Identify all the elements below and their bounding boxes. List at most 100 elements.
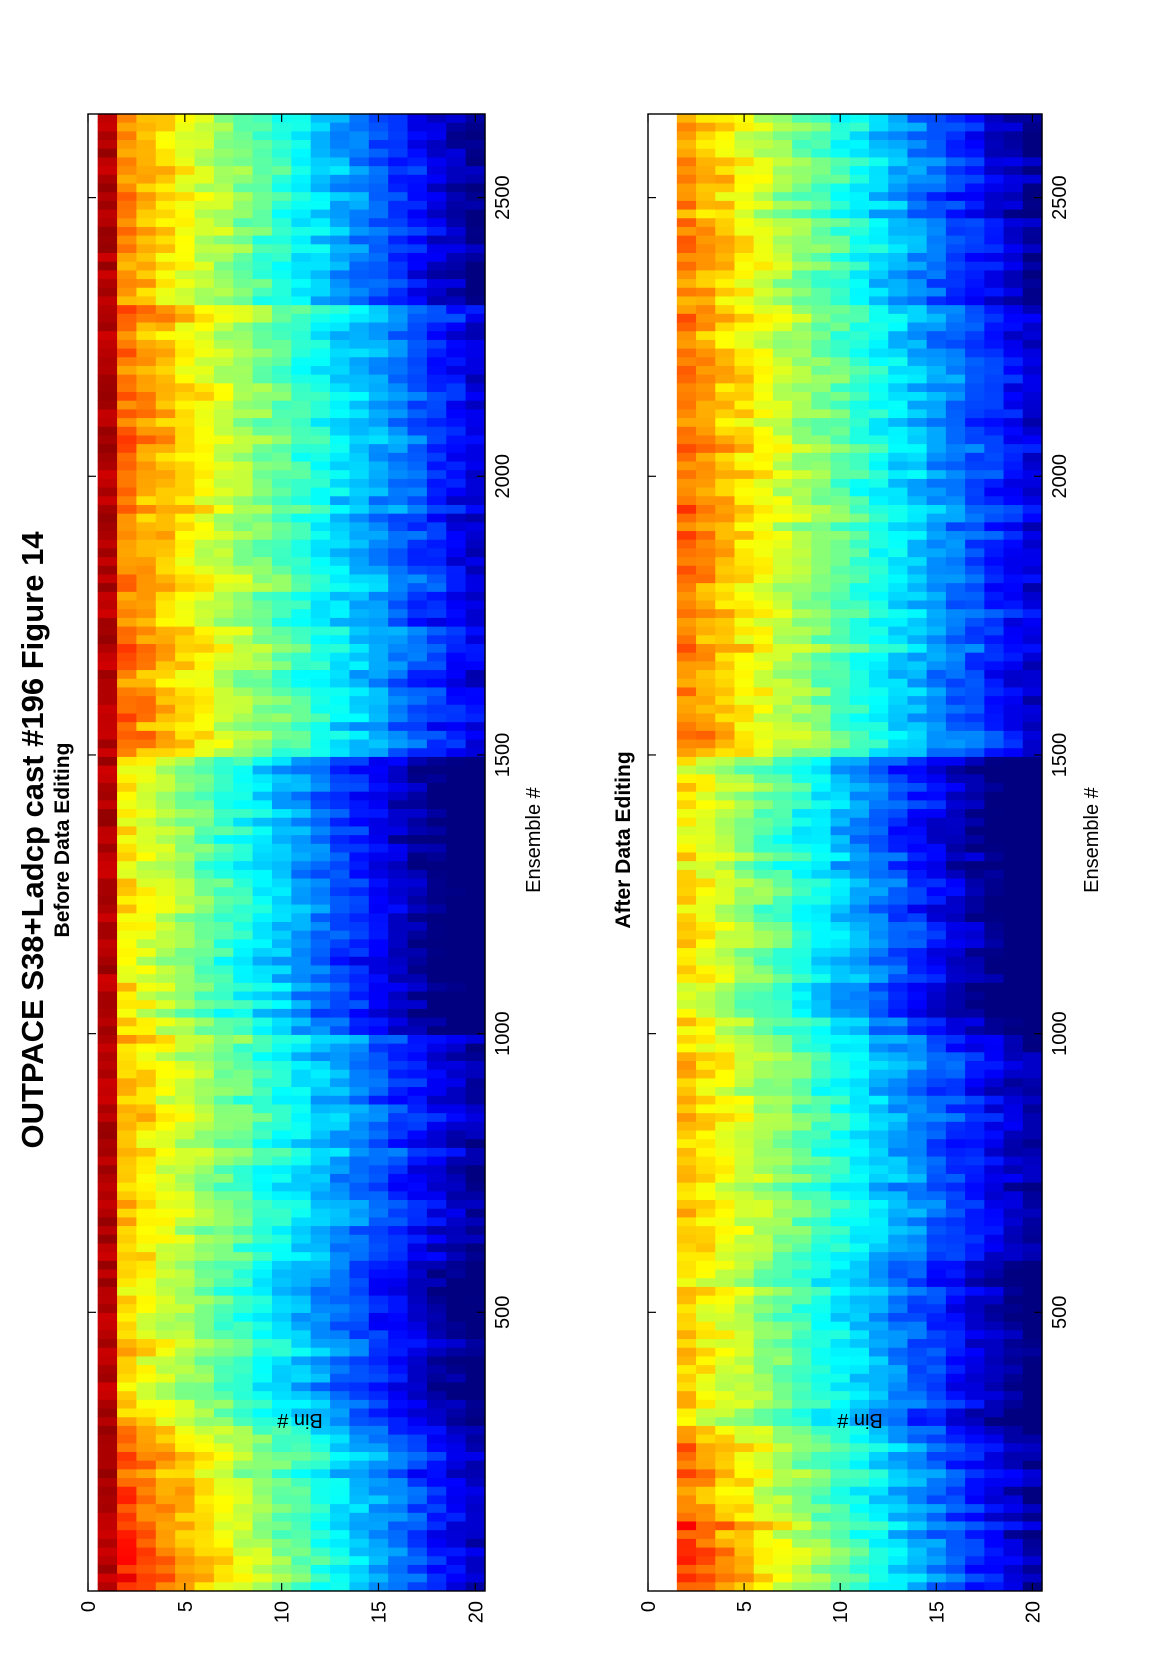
heat-cell [291, 1512, 312, 1522]
heat-cell [830, 982, 851, 992]
heat-cell [849, 1286, 870, 1296]
heat-cell [213, 174, 234, 184]
heat-cell [965, 1060, 985, 1070]
heat-cell [945, 1364, 966, 1374]
heat-cell [271, 660, 292, 671]
heat-cell [446, 617, 467, 627]
heat-cell [213, 1434, 234, 1444]
heat-cell [734, 1468, 755, 1479]
heat-cell [388, 1260, 409, 1270]
heat-cell [194, 321, 215, 332]
heat-cell [233, 1338, 254, 1348]
heat-cell [1003, 1512, 1024, 1522]
heat-cell [175, 973, 196, 983]
heat-cell [907, 1199, 928, 1209]
heat-cell [213, 704, 234, 714]
heat-cell [926, 1329, 947, 1340]
heat-cell [811, 982, 832, 992]
heat-cell [213, 556, 234, 566]
heat-cell [965, 938, 985, 949]
heat-cell [291, 1416, 312, 1426]
heat-cell [310, 834, 331, 844]
heat-cell [426, 773, 447, 783]
heat-cell [407, 434, 428, 445]
heat-cell [213, 825, 234, 836]
heat-cell [155, 1303, 176, 1313]
heat-cell [194, 582, 215, 592]
heat-cell [136, 982, 157, 992]
heat-cell [888, 1503, 909, 1513]
heat-cell [136, 1512, 157, 1522]
heat-cell [233, 1129, 254, 1140]
heat-cell [213, 226, 234, 236]
heat-cell [330, 678, 351, 688]
heat-cell [213, 634, 234, 644]
heat-cell [233, 191, 254, 201]
heat-cell [194, 304, 215, 314]
heat-cell [330, 1355, 351, 1366]
heat-cell [155, 1199, 176, 1209]
heat-cell [97, 1164, 118, 1174]
heat-cell [97, 113, 118, 123]
heat-cell [155, 712, 176, 723]
heat-cell [213, 278, 234, 288]
heat-cell [407, 652, 428, 662]
heat-cell [715, 1277, 736, 1287]
heat-cell [349, 486, 370, 497]
heat-cell [945, 1460, 966, 1470]
heat-cell [869, 1112, 889, 1122]
heat-cell [715, 1468, 736, 1479]
heat-cell [213, 495, 234, 505]
heat-cell [888, 886, 909, 896]
heat-cell [888, 1303, 909, 1313]
heat-cell [965, 1399, 985, 1409]
heat-cell [117, 365, 138, 375]
heat-cell [175, 130, 196, 141]
heat-cell [368, 208, 389, 219]
heat-cell [465, 730, 486, 740]
heat-cell [155, 1390, 176, 1400]
heat-cell [194, 747, 215, 757]
heat-cell [849, 1451, 870, 1461]
heat-cell [945, 1538, 966, 1548]
heat-cell [117, 252, 138, 262]
heat-cell [97, 1147, 118, 1157]
heat-cell [330, 1199, 351, 1209]
heat-cell [271, 165, 292, 175]
heat-cell [1003, 921, 1024, 931]
heat-cell [984, 1268, 1005, 1279]
heat-cell [965, 1173, 985, 1183]
heat-cell [252, 1025, 273, 1035]
heat-cell [271, 886, 292, 896]
heat-cell [213, 1381, 234, 1392]
heat-cell [407, 904, 428, 914]
heat-cell [330, 573, 351, 584]
heat-cell [194, 1216, 215, 1227]
heat-cell [849, 1295, 870, 1305]
heat-cell [252, 765, 273, 775]
heat-cell [811, 1051, 832, 1062]
heat-cell [175, 1564, 196, 1574]
heat-cell [291, 1442, 312, 1452]
heat-cell [155, 895, 176, 905]
heat-cell [252, 921, 273, 931]
heat-cell [233, 1407, 254, 1418]
heat-cell [97, 1112, 118, 1122]
heat-cell [696, 1164, 716, 1174]
heat-cell [368, 486, 389, 497]
heat-cell [407, 339, 428, 349]
heat-cell [310, 686, 331, 697]
heat-cell [907, 1364, 928, 1374]
heat-cell [388, 904, 409, 914]
heat-cell [869, 1573, 889, 1583]
heat-cell [136, 391, 157, 401]
heat-cell [446, 634, 467, 644]
heat-cell [252, 1529, 273, 1539]
heat-cell [271, 1407, 292, 1418]
heat-cell [330, 391, 351, 401]
heat-cell [233, 235, 254, 245]
heat-cell [465, 243, 486, 254]
heat-cell [446, 504, 467, 514]
heat-cell [407, 1060, 428, 1070]
heat-cell [349, 799, 370, 810]
